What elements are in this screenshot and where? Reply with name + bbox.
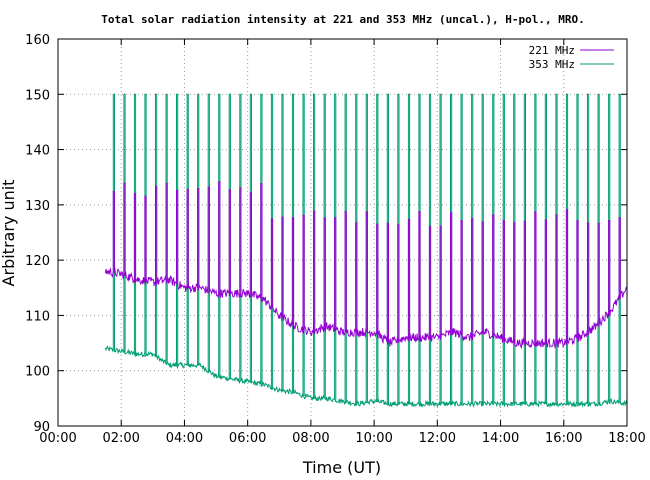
x-tick-label: 18:00 xyxy=(608,431,645,446)
y-tick-label: 100 xyxy=(25,365,50,380)
legend: 221 MHz 353 MHz xyxy=(529,44,614,71)
x-tick-label: 04:00 xyxy=(166,431,203,446)
y-axis-label: Arbitrary unit xyxy=(0,180,18,287)
y-tick-label: 150 xyxy=(25,88,50,103)
x-tick-label: 00:00 xyxy=(39,431,76,446)
x-tick-label: 08:00 xyxy=(292,431,329,446)
x-tick-label: 10:00 xyxy=(355,431,392,446)
y-tick-label: 160 xyxy=(25,33,50,48)
legend-label-221: 221 MHz xyxy=(529,44,575,57)
y-tick-label: 90 xyxy=(33,420,50,435)
y-tick-label: 120 xyxy=(25,254,50,269)
y-axis: 90 100 110 120 130 140 150 160 xyxy=(25,33,627,435)
series-line-353 xyxy=(104,93,628,409)
plot-series xyxy=(104,93,628,409)
x-tick-label: 06:00 xyxy=(229,431,266,446)
y-tick-label: 140 xyxy=(25,144,50,159)
x-tick-label: 14:00 xyxy=(482,431,519,446)
x-tick-label: 12:00 xyxy=(419,431,456,446)
series-line-221 xyxy=(104,181,628,350)
plot-grid xyxy=(58,39,627,426)
x-tick-label: 02:00 xyxy=(102,431,139,446)
x-axis-label: Time (UT) xyxy=(302,458,381,477)
legend-label-353: 353 MHz xyxy=(529,58,575,71)
x-tick-label: 16:00 xyxy=(545,431,582,446)
plot-frame xyxy=(57,38,628,427)
x-axis: 00:00 02:00 04:00 06:00 08:00 10:00 12:00 14:00… xyxy=(39,39,646,446)
y-tick-label: 110 xyxy=(25,309,50,324)
chart-title: Total solar radiation intensity at 221 a… xyxy=(101,13,584,26)
y-tick-label: 130 xyxy=(25,199,50,214)
